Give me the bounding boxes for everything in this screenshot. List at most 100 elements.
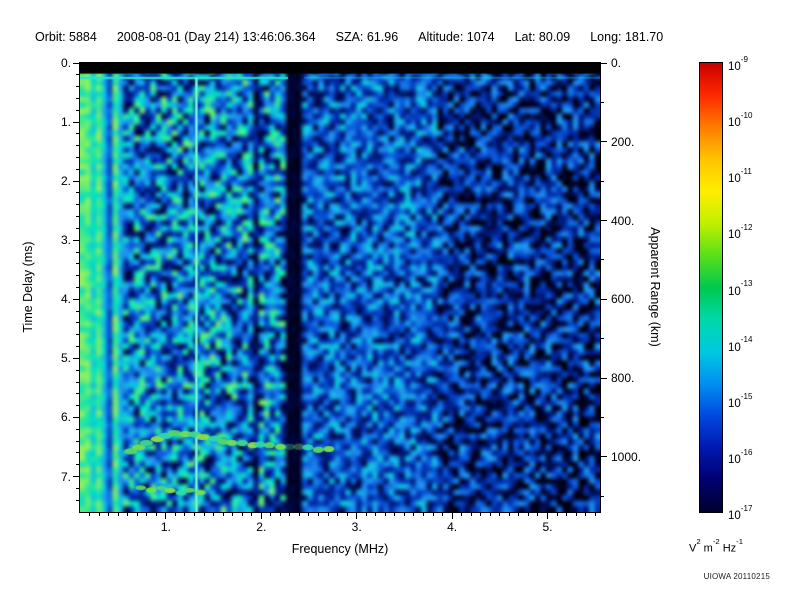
y-left-minor-tick <box>76 393 79 395</box>
y-left-minor-tick <box>76 381 79 383</box>
y-left-minor-tick <box>76 287 79 288</box>
y-right-minor-tick <box>601 259 604 261</box>
x-minor-tick <box>489 513 491 516</box>
x-minor-tick <box>193 513 195 516</box>
header-info: Orbit: 5884 2008-08-01 (Day 214) 13:46:06… <box>35 30 780 44</box>
y-left-minor-tick <box>76 204 79 206</box>
x-minor-tick <box>146 513 148 516</box>
y-left-tick-label: 7. <box>60 469 71 484</box>
x-tick-label: 1. <box>160 520 171 534</box>
x-tick-label: 2. <box>256 520 267 534</box>
colorbar-unit-label: V2 m-2 Hz-1 <box>688 536 744 555</box>
y-left-major-tick <box>73 62 79 64</box>
x-minor-tick <box>585 513 587 516</box>
y-axis-label-right: Apparent Range (km) <box>648 227 662 347</box>
x-minor-tick <box>251 513 253 516</box>
colorbar-tick-label: 10-14 <box>728 335 753 354</box>
y-left-major-tick <box>73 357 79 359</box>
y-right-major-tick <box>601 141 607 143</box>
x-minor-tick <box>98 513 100 516</box>
x-minor-tick <box>308 513 310 516</box>
y-left-major-tick <box>73 180 79 182</box>
x-minor-tick <box>394 513 396 516</box>
x-minor-tick <box>136 513 138 516</box>
y-left-minor-tick <box>76 192 79 194</box>
x-minor-tick <box>566 513 568 516</box>
x-minor-tick <box>518 513 520 516</box>
y-left-minor-tick <box>76 428 79 430</box>
y-left-minor-tick <box>76 405 79 407</box>
colorbar-tick-label: 10-16 <box>728 447 753 466</box>
x-tick-label: 5. <box>542 520 553 534</box>
y-left-tick-label: 0. <box>60 56 71 70</box>
x-minor-tick <box>327 513 329 516</box>
x-minor-tick <box>289 513 291 516</box>
x-minor-tick <box>432 513 434 516</box>
y-left-minor-tick <box>76 86 79 88</box>
header-field: 2008-08-01 (Day 214) 13:46:06.364 <box>116 30 316 44</box>
x-tick-label: 3. <box>351 520 362 534</box>
x-major-tick <box>260 513 262 519</box>
y-left-major-tick <box>73 121 79 123</box>
x-minor-tick <box>222 513 224 516</box>
y-left-minor-tick <box>76 346 79 348</box>
y-right-major-tick <box>601 298 607 300</box>
y-left-minor-tick <box>76 310 79 312</box>
colorbar-tick-label: 10-12 <box>728 223 753 242</box>
y-left-major-tick <box>73 239 79 241</box>
y-right-minor-tick <box>601 338 604 340</box>
x-minor-tick <box>213 513 215 516</box>
x-minor-tick <box>594 513 596 516</box>
x-minor-tick <box>442 513 444 516</box>
x-major-tick <box>356 513 358 519</box>
x-minor-tick <box>174 513 176 516</box>
x-minor-tick <box>480 513 482 516</box>
y-left-tick-label: 3. <box>60 233 71 248</box>
y-right-minor-tick <box>601 495 604 497</box>
x-minor-tick <box>184 513 186 516</box>
y-left-tick-label: 2. <box>60 174 71 189</box>
x-minor-tick <box>232 513 234 516</box>
y-left-tick-label: 4. <box>60 292 71 307</box>
y-right-tick-label: 1000. <box>611 449 642 464</box>
header-field: Long: 181.70 <box>590 30 664 44</box>
header-field: SZA: 61.96 <box>335 30 399 44</box>
colorbar-tick-label: 10-9 <box>728 54 748 73</box>
y-left-major-tick <box>73 416 79 418</box>
y-left-minor-tick <box>76 464 79 466</box>
y-right-minor-tick <box>601 416 604 418</box>
y-right-major-tick <box>601 220 607 222</box>
y-right-tick-label: 200. <box>611 134 635 149</box>
x-major-tick <box>165 513 167 519</box>
x-minor-tick <box>413 513 415 516</box>
y-left-minor-tick <box>76 263 79 265</box>
y-left-minor-tick <box>76 74 79 76</box>
x-minor-tick <box>298 513 300 516</box>
x-minor-tick <box>117 513 119 516</box>
y-left-minor-tick <box>76 487 79 489</box>
y-right-tick-label: 600. <box>611 292 635 307</box>
x-minor-tick <box>422 513 424 516</box>
x-minor-tick <box>575 513 577 516</box>
x-minor-tick <box>527 513 529 516</box>
y-right-minor-tick <box>601 101 604 103</box>
header-field: Lat: 80.09 <box>514 30 571 44</box>
x-minor-tick <box>127 513 129 516</box>
colorbar-tick-label: 10-10 <box>728 110 753 129</box>
x-minor-tick <box>556 513 558 516</box>
y-left-minor-tick <box>76 227 79 229</box>
y-left-minor-tick <box>76 275 79 277</box>
colorbar-tick-label: 10-15 <box>728 391 753 410</box>
y-right-major-tick <box>601 377 607 379</box>
x-minor-tick <box>375 513 377 516</box>
y-right-tick-label: 800. <box>611 371 635 386</box>
y-left-tick-label: 5. <box>60 351 71 366</box>
colorbar-tick-label: 10-11 <box>728 167 752 186</box>
y-right-minor-tick <box>601 180 604 182</box>
y-left-tick-label: 1. <box>60 115 71 130</box>
y-left-minor-tick <box>76 109 79 111</box>
x-minor-tick <box>403 513 405 516</box>
y-left-minor-tick <box>76 452 79 454</box>
x-minor-tick <box>270 513 272 516</box>
x-tick-label: 4. <box>447 520 458 534</box>
